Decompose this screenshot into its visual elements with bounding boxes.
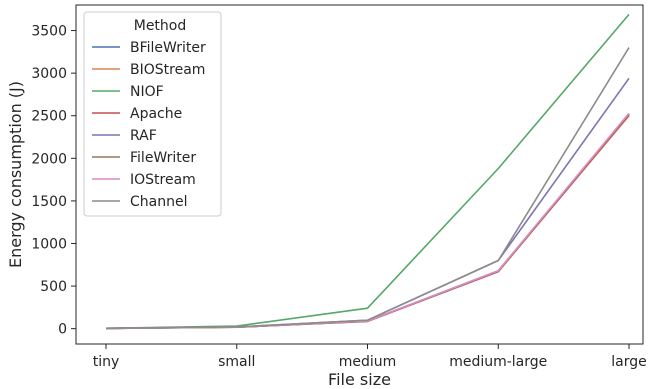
y-axis-label: Energy consumption (J)	[6, 81, 25, 268]
y-tick-label: 3500	[31, 24, 67, 40]
y-tick-label: 3000	[31, 66, 67, 82]
legend-box	[83, 11, 222, 217]
y-tick-label: 0	[58, 322, 67, 338]
legend-label-channel: Channel	[130, 194, 187, 210]
x-tick-label: large	[611, 354, 646, 370]
x-axis-label: File size	[328, 370, 391, 389]
x-tick-label: medium-large	[449, 354, 547, 370]
legend-label-filewriter: FileWriter	[130, 150, 196, 166]
legend-label-niof: NIOF	[130, 84, 164, 100]
legend-label-raf: RAF	[130, 128, 157, 144]
x-tick-label: medium	[339, 354, 397, 370]
legend-title: Method	[134, 18, 187, 34]
legend-label-bfilewriter: BFileWriter	[130, 40, 206, 56]
x-tick-label: tiny	[93, 354, 120, 370]
legend: Method BFileWriter BIOStream NIOF Apache RAF…	[83, 11, 222, 217]
series-lines-layer	[105, 13, 630, 330]
legend-entries: BFileWriter BIOStream NIOF Apache RAF FileWri…	[92, 40, 206, 210]
legend-label-apache: Apache	[130, 106, 182, 122]
y-tick-label: 2500	[31, 109, 67, 125]
plot-frame	[75, 4, 644, 345]
ticks-layer: tiny small medium medium-large large 0 500 1000…	[31, 24, 646, 370]
series-line-channel	[105, 47, 630, 330]
legend-label-biostream: BIOStream	[130, 62, 205, 78]
legend-label-iostream: IOStream	[130, 172, 196, 188]
y-tick-label: 2000	[31, 151, 67, 167]
y-tick-label: 1000	[31, 236, 67, 252]
y-tick-label: 500	[40, 279, 67, 295]
x-tick-label: small	[218, 354, 255, 370]
y-tick-label: 1500	[31, 194, 67, 210]
